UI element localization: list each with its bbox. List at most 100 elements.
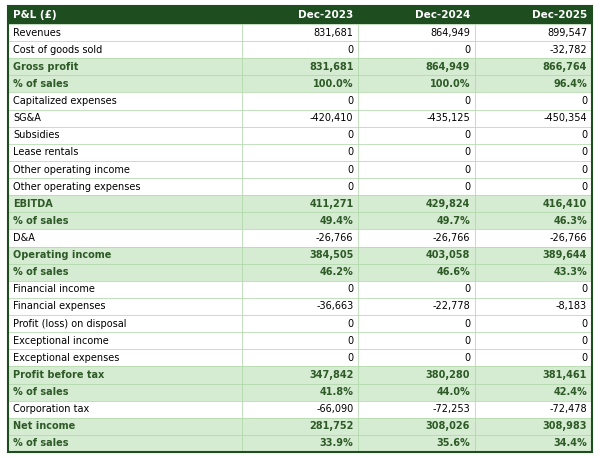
Text: 347,842: 347,842 (309, 370, 353, 380)
Bar (242, 76, 358, 93)
Text: 831,681: 831,681 (309, 62, 353, 72)
Bar (475, 435, 592, 452)
Bar (475, 418, 592, 435)
Bar (475, 76, 592, 93)
Bar (242, 264, 358, 281)
Bar (242, 383, 358, 401)
Bar (475, 93, 592, 109)
Text: Lease rentals: Lease rentals (13, 147, 79, 158)
Bar (358, 383, 475, 401)
Bar (475, 298, 592, 315)
Text: -26,766: -26,766 (433, 233, 470, 243)
Text: 864,949: 864,949 (430, 27, 470, 38)
Text: % of sales: % of sales (13, 438, 68, 448)
Text: -32,782: -32,782 (550, 45, 587, 55)
Text: -435,125: -435,125 (427, 113, 470, 123)
Text: 0: 0 (581, 319, 587, 328)
Bar (358, 58, 475, 76)
Text: 49.7%: 49.7% (436, 216, 470, 226)
Bar (242, 315, 358, 332)
Bar (242, 435, 358, 452)
Text: 0: 0 (464, 284, 470, 294)
Bar (242, 246, 358, 264)
Bar (475, 315, 592, 332)
Text: 0: 0 (581, 182, 587, 191)
Text: % of sales: % of sales (13, 267, 68, 277)
Text: % of sales: % of sales (13, 387, 68, 397)
Bar (242, 109, 358, 127)
Bar (8, 332, 242, 349)
Bar (475, 281, 592, 298)
Text: 308,026: 308,026 (426, 421, 470, 431)
Text: 0: 0 (464, 353, 470, 363)
Bar (475, 41, 592, 58)
Text: -36,663: -36,663 (316, 301, 353, 311)
Text: 46.2%: 46.2% (320, 267, 353, 277)
Text: -66,090: -66,090 (316, 404, 353, 414)
Bar (242, 281, 358, 298)
Bar (358, 349, 475, 366)
Text: D&A: D&A (13, 233, 35, 243)
Bar (358, 127, 475, 144)
Bar (242, 401, 358, 418)
Text: 0: 0 (581, 147, 587, 158)
Bar (358, 161, 475, 178)
Bar (8, 229, 242, 246)
Bar (475, 229, 592, 246)
Bar (475, 109, 592, 127)
Text: 281,752: 281,752 (309, 421, 353, 431)
Bar (242, 229, 358, 246)
Bar (475, 401, 592, 418)
Bar (8, 195, 242, 213)
Text: -8,183: -8,183 (556, 301, 587, 311)
Bar (358, 401, 475, 418)
Text: -22,778: -22,778 (433, 301, 470, 311)
Bar (8, 127, 242, 144)
Bar (8, 58, 242, 76)
Bar (8, 76, 242, 93)
Bar (475, 127, 592, 144)
Text: -26,766: -26,766 (316, 233, 353, 243)
Text: 899,547: 899,547 (547, 27, 587, 38)
Text: -420,410: -420,410 (310, 113, 353, 123)
Text: 46.3%: 46.3% (553, 216, 587, 226)
Text: Revenues: Revenues (13, 27, 61, 38)
Bar (242, 127, 358, 144)
Bar (242, 213, 358, 229)
Text: % of sales: % of sales (13, 79, 68, 89)
Bar (242, 178, 358, 195)
Text: 100.0%: 100.0% (430, 79, 470, 89)
Text: 49.4%: 49.4% (320, 216, 353, 226)
Text: 0: 0 (347, 319, 353, 328)
Bar (8, 435, 242, 452)
Bar (358, 41, 475, 58)
Text: 0: 0 (464, 336, 470, 346)
Bar (358, 213, 475, 229)
Text: 403,058: 403,058 (426, 250, 470, 260)
Text: P&L (£): P&L (£) (13, 10, 56, 20)
Text: 380,280: 380,280 (426, 370, 470, 380)
Bar (475, 366, 592, 383)
Bar (358, 315, 475, 332)
Text: Capitalized expenses: Capitalized expenses (13, 96, 117, 106)
Text: Exceptional income: Exceptional income (13, 336, 109, 346)
Bar (8, 349, 242, 366)
Text: 0: 0 (347, 353, 353, 363)
Bar (242, 161, 358, 178)
Bar (358, 298, 475, 315)
Text: 0: 0 (581, 353, 587, 363)
Bar (242, 58, 358, 76)
Bar (475, 383, 592, 401)
Bar (8, 264, 242, 281)
Bar (358, 246, 475, 264)
Bar (8, 93, 242, 109)
Bar (242, 24, 358, 41)
Text: 0: 0 (347, 284, 353, 294)
Text: 831,681: 831,681 (314, 27, 353, 38)
Text: Corporation tax: Corporation tax (13, 404, 89, 414)
Text: 0: 0 (347, 147, 353, 158)
Text: % of sales: % of sales (13, 216, 68, 226)
Text: 0: 0 (347, 96, 353, 106)
Text: 35.6%: 35.6% (436, 438, 470, 448)
Bar (8, 281, 242, 298)
